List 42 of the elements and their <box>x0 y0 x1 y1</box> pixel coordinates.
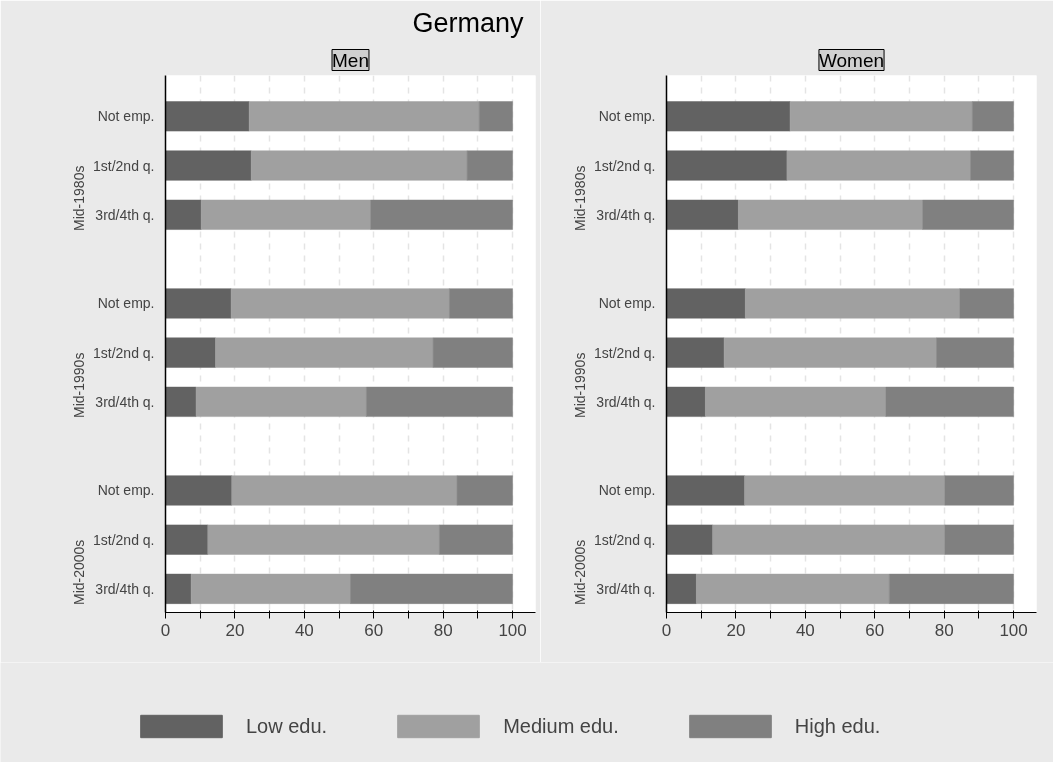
text: Mid-1980s <box>572 165 589 231</box>
legend-label: High edu. <box>794 714 881 738</box>
x-tick-label: 60 <box>364 620 384 640</box>
chart-subtitle: Women <box>818 49 885 71</box>
x-tick-label: 100 <box>498 620 527 640</box>
chart-subtitle: Men <box>332 49 369 71</box>
y-tick-label: 1st/2nd q. <box>594 157 656 174</box>
x-tick-label: 40 <box>795 620 815 640</box>
y-tick-label: Not emp. <box>598 295 656 312</box>
y-tick-label: 3rd/4th q. <box>596 206 656 223</box>
y-tick-label: Not emp. <box>97 108 155 125</box>
x-tick-label: 20 <box>225 620 245 640</box>
text: Mid-1990s <box>572 352 589 418</box>
text: Mid-2000s <box>71 539 88 606</box>
y-tick-label: 3rd/4th q. <box>95 393 155 410</box>
text: Mid-1990s <box>71 352 88 418</box>
x-tick-label: 20 <box>726 620 746 640</box>
y-tick-label: Not emp. <box>97 482 155 499</box>
y-tick-label: Not emp. <box>598 108 656 125</box>
y-tick-label: 3rd/4th q. <box>596 393 656 410</box>
y-tick-label: 3rd/4th q. <box>95 580 155 597</box>
x-tick-label: 0 <box>661 620 672 640</box>
chart-title: Germany <box>412 7 524 38</box>
x-tick-label: 80 <box>433 620 453 640</box>
text: Mid-1980s <box>71 165 88 231</box>
y-tick-label: 1st/2nd q. <box>93 157 155 174</box>
x-tick-label: 60 <box>865 620 885 640</box>
x-tick-label: 40 <box>294 620 314 640</box>
x-tick-label: 0 <box>160 620 171 640</box>
y-tick-label: Not emp. <box>598 482 656 499</box>
y-tick-label: 3rd/4th q. <box>95 206 155 223</box>
legend-label: Low edu. <box>246 714 328 738</box>
y-tick-label: 1st/2nd q. <box>93 531 155 548</box>
legend-label: Medium edu. <box>503 714 619 738</box>
x-tick-label: 80 <box>934 620 954 640</box>
y-tick-label: 3rd/4th q. <box>596 580 656 597</box>
y-tick-label: Not emp. <box>97 295 155 312</box>
text: Mid-2000s <box>572 539 589 606</box>
x-tick-label: 100 <box>999 620 1028 640</box>
y-tick-label: 1st/2nd q. <box>93 344 155 361</box>
y-tick-label: 1st/2nd q. <box>594 531 656 548</box>
y-tick-label: 1st/2nd q. <box>594 344 656 361</box>
